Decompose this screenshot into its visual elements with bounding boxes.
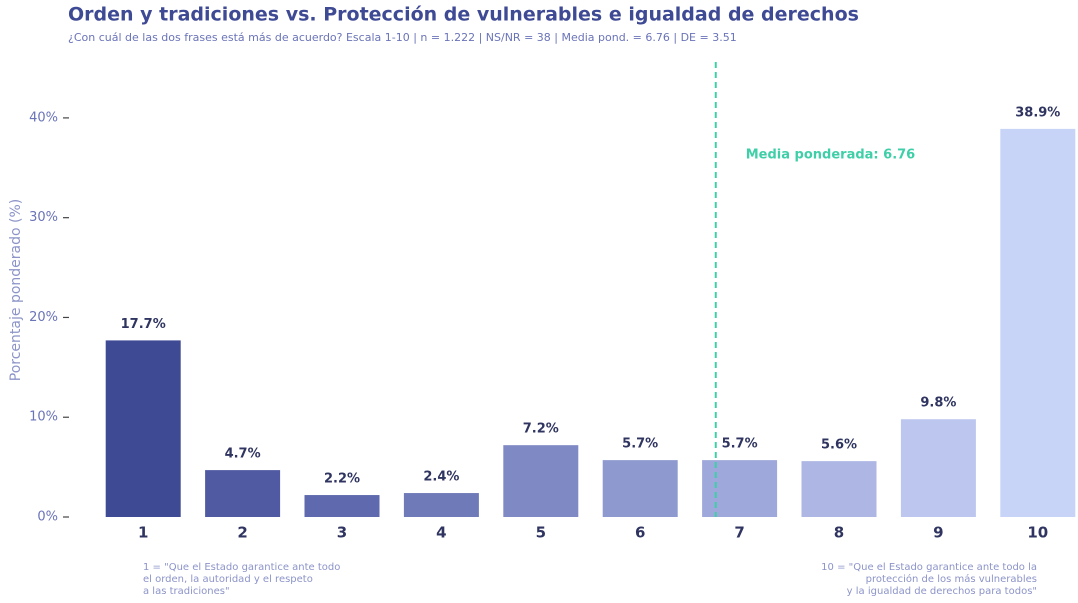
chart-subtitle: ¿Con cuál de las dos frases está más de … xyxy=(68,31,737,44)
x-tick-label: 3 xyxy=(337,524,347,542)
value-label: 17.7% xyxy=(121,317,166,332)
y-tick-label: 0% xyxy=(37,510,58,525)
y-axis-label: Porcentaje ponderado (%) xyxy=(8,199,24,381)
bar xyxy=(900,419,976,517)
value-label: 5.7% xyxy=(722,437,758,452)
y-tick-label: 10% xyxy=(29,410,58,425)
value-label: 2.4% xyxy=(423,470,459,485)
x-tick-label: 5 xyxy=(536,524,546,542)
bar xyxy=(602,460,678,517)
value-label: 4.7% xyxy=(225,447,261,462)
bar xyxy=(304,495,380,517)
note-right: 10 = "Que el Estado garantice ante todo … xyxy=(821,562,1037,573)
bar xyxy=(503,445,579,517)
note-right: y la igualdad de derechos para todos" xyxy=(847,586,1037,597)
chart-title: Orden y tradiciones vs. Protección de vu… xyxy=(68,4,859,26)
note-left: el orden, la autoridad y el respeto xyxy=(143,574,313,585)
x-tick-label: 6 xyxy=(635,524,645,542)
x-tick-label: 4 xyxy=(436,524,446,542)
bar xyxy=(105,340,181,517)
value-label: 5.6% xyxy=(821,438,857,453)
x-tick-label: 10 xyxy=(1027,524,1048,542)
value-label: 38.9% xyxy=(1015,105,1060,120)
bar xyxy=(801,461,877,517)
value-label: 5.7% xyxy=(622,437,658,452)
bar xyxy=(702,460,778,517)
x-tick-label: 7 xyxy=(734,524,744,542)
bar xyxy=(205,470,281,517)
value-label: 9.8% xyxy=(920,396,956,411)
bar xyxy=(403,493,479,517)
bar xyxy=(1000,128,1076,517)
x-tick-label: 9 xyxy=(933,524,943,542)
x-tick-label: 8 xyxy=(834,524,844,542)
note-right: protección de los más vulnerables xyxy=(866,573,1037,585)
value-label: 7.2% xyxy=(523,422,559,437)
value-label: 2.2% xyxy=(324,472,360,487)
note-left: a las tradiciones" xyxy=(143,586,230,597)
y-tick-label: 30% xyxy=(29,210,58,225)
mean-label: Media ponderada: 6.76 xyxy=(746,148,916,163)
x-tick-label: 1 xyxy=(138,524,148,542)
note-left: 1 = "Que el Estado garantice ante todo xyxy=(143,562,340,573)
y-tick-label: 40% xyxy=(29,110,58,125)
x-tick-label: 2 xyxy=(237,524,247,542)
y-tick-label: 20% xyxy=(29,310,58,325)
